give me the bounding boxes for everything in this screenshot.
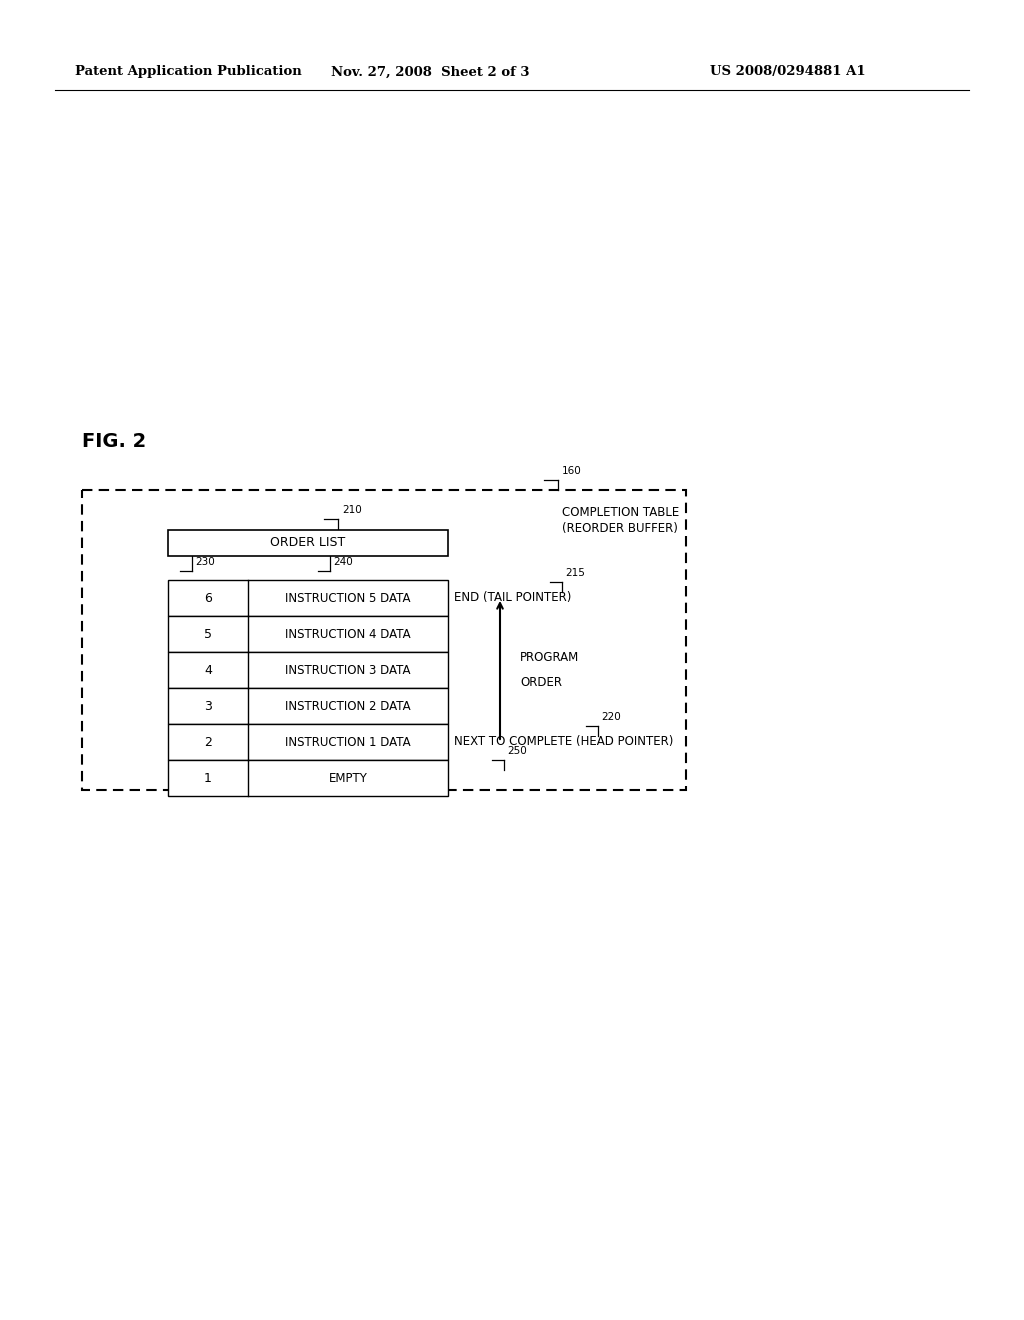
Text: 240: 240 bbox=[333, 557, 352, 568]
Text: INSTRUCTION 3 DATA: INSTRUCTION 3 DATA bbox=[286, 664, 411, 676]
Text: 230: 230 bbox=[195, 557, 215, 568]
Text: (REORDER BUFFER): (REORDER BUFFER) bbox=[562, 521, 678, 535]
Text: 5: 5 bbox=[204, 627, 212, 640]
Text: INSTRUCTION 4 DATA: INSTRUCTION 4 DATA bbox=[286, 627, 411, 640]
Text: 160: 160 bbox=[562, 466, 582, 477]
Text: Patent Application Publication: Patent Application Publication bbox=[75, 66, 302, 78]
Text: ORDER LIST: ORDER LIST bbox=[270, 536, 346, 549]
Text: 220: 220 bbox=[601, 711, 621, 722]
Text: INSTRUCTION 2 DATA: INSTRUCTION 2 DATA bbox=[286, 700, 411, 713]
Text: INSTRUCTION 1 DATA: INSTRUCTION 1 DATA bbox=[286, 735, 411, 748]
Bar bbox=[168, 616, 449, 652]
Text: 4: 4 bbox=[204, 664, 212, 676]
Text: 6: 6 bbox=[204, 591, 212, 605]
Text: FIG. 2: FIG. 2 bbox=[82, 432, 146, 451]
Text: COMPLETION TABLE: COMPLETION TABLE bbox=[562, 506, 679, 519]
Bar bbox=[168, 688, 449, 723]
Text: EMPTY: EMPTY bbox=[329, 771, 368, 784]
Text: 210: 210 bbox=[342, 506, 361, 515]
Text: END (TAIL POINTER): END (TAIL POINTER) bbox=[454, 591, 571, 605]
Text: NEXT TO COMPLETE (HEAD POINTER): NEXT TO COMPLETE (HEAD POINTER) bbox=[454, 735, 674, 748]
Text: US 2008/0294881 A1: US 2008/0294881 A1 bbox=[710, 66, 865, 78]
Text: 215: 215 bbox=[565, 568, 585, 578]
Text: 1: 1 bbox=[204, 771, 212, 784]
Text: PROGRAM: PROGRAM bbox=[520, 651, 580, 664]
Text: ORDER: ORDER bbox=[520, 676, 562, 689]
Bar bbox=[82, 490, 686, 789]
Text: INSTRUCTION 5 DATA: INSTRUCTION 5 DATA bbox=[286, 591, 411, 605]
Text: 2: 2 bbox=[204, 735, 212, 748]
Bar bbox=[168, 652, 449, 688]
Text: Nov. 27, 2008  Sheet 2 of 3: Nov. 27, 2008 Sheet 2 of 3 bbox=[331, 66, 529, 78]
Text: 3: 3 bbox=[204, 700, 212, 713]
Bar bbox=[168, 723, 449, 760]
Bar bbox=[168, 760, 449, 796]
Text: 250: 250 bbox=[507, 746, 526, 756]
Bar bbox=[168, 579, 449, 616]
Bar bbox=[168, 531, 449, 556]
